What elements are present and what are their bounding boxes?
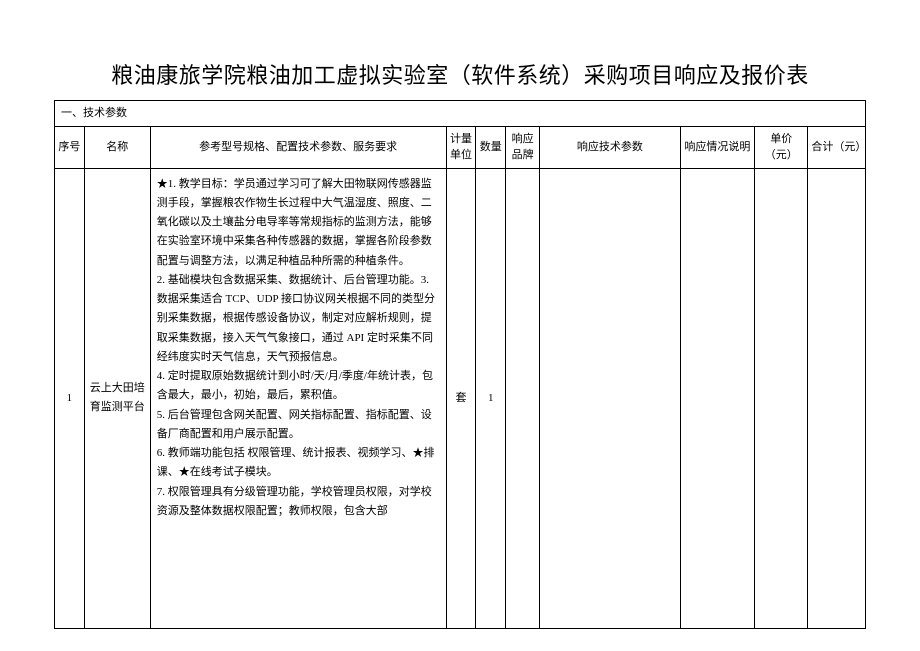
- cell-desc: ★1. 教学目标：学员通过学习可了解大田物联网传感器监测手段，掌握粮农作物生长过…: [150, 168, 446, 628]
- header-total: 合计（元）: [808, 126, 866, 168]
- cell-total: [808, 168, 866, 628]
- header-desc: 参考型号规格、配置技术参数、服务要求: [150, 126, 446, 168]
- cell-unit: 套: [446, 168, 476, 628]
- header-brand: 响应品牌: [506, 126, 540, 168]
- header-name: 名称: [84, 126, 150, 168]
- header-resp-params: 响应技术参数: [540, 126, 680, 168]
- cell-resp-status: [680, 168, 754, 628]
- quote-table: 一、技术参数 序号 名称 参考型号规格、配置技术参数、服务要求 计量单位 数量 …: [54, 100, 866, 629]
- header-unit-price: 单价（元）: [755, 126, 808, 168]
- section-label: 一、技术参数: [55, 101, 866, 127]
- cell-unit-price: [755, 168, 808, 628]
- cell-resp-params: [540, 168, 680, 628]
- header-seq: 序号: [55, 126, 85, 168]
- header-unit: 计量单位: [446, 126, 476, 168]
- cell-name: 云上大田培育监测平台: [84, 168, 150, 628]
- section-header-row: 一、技术参数: [55, 101, 866, 127]
- table-row: 1 云上大田培育监测平台 ★1. 教学目标：学员通过学习可了解大田物联网传感器监…: [55, 168, 866, 628]
- cell-seq: 1: [55, 168, 85, 628]
- column-header-row: 序号 名称 参考型号规格、配置技术参数、服务要求 计量单位 数量 响应品牌 响应…: [55, 126, 866, 168]
- header-resp-status: 响应情况说明: [680, 126, 754, 168]
- cell-brand: [506, 168, 540, 628]
- cell-qty: 1: [476, 168, 506, 628]
- header-qty: 数量: [476, 126, 506, 168]
- page-title: 粮油康旅学院粮油加工虚拟实验室（软件系统）采购项目响应及报价表: [54, 58, 866, 90]
